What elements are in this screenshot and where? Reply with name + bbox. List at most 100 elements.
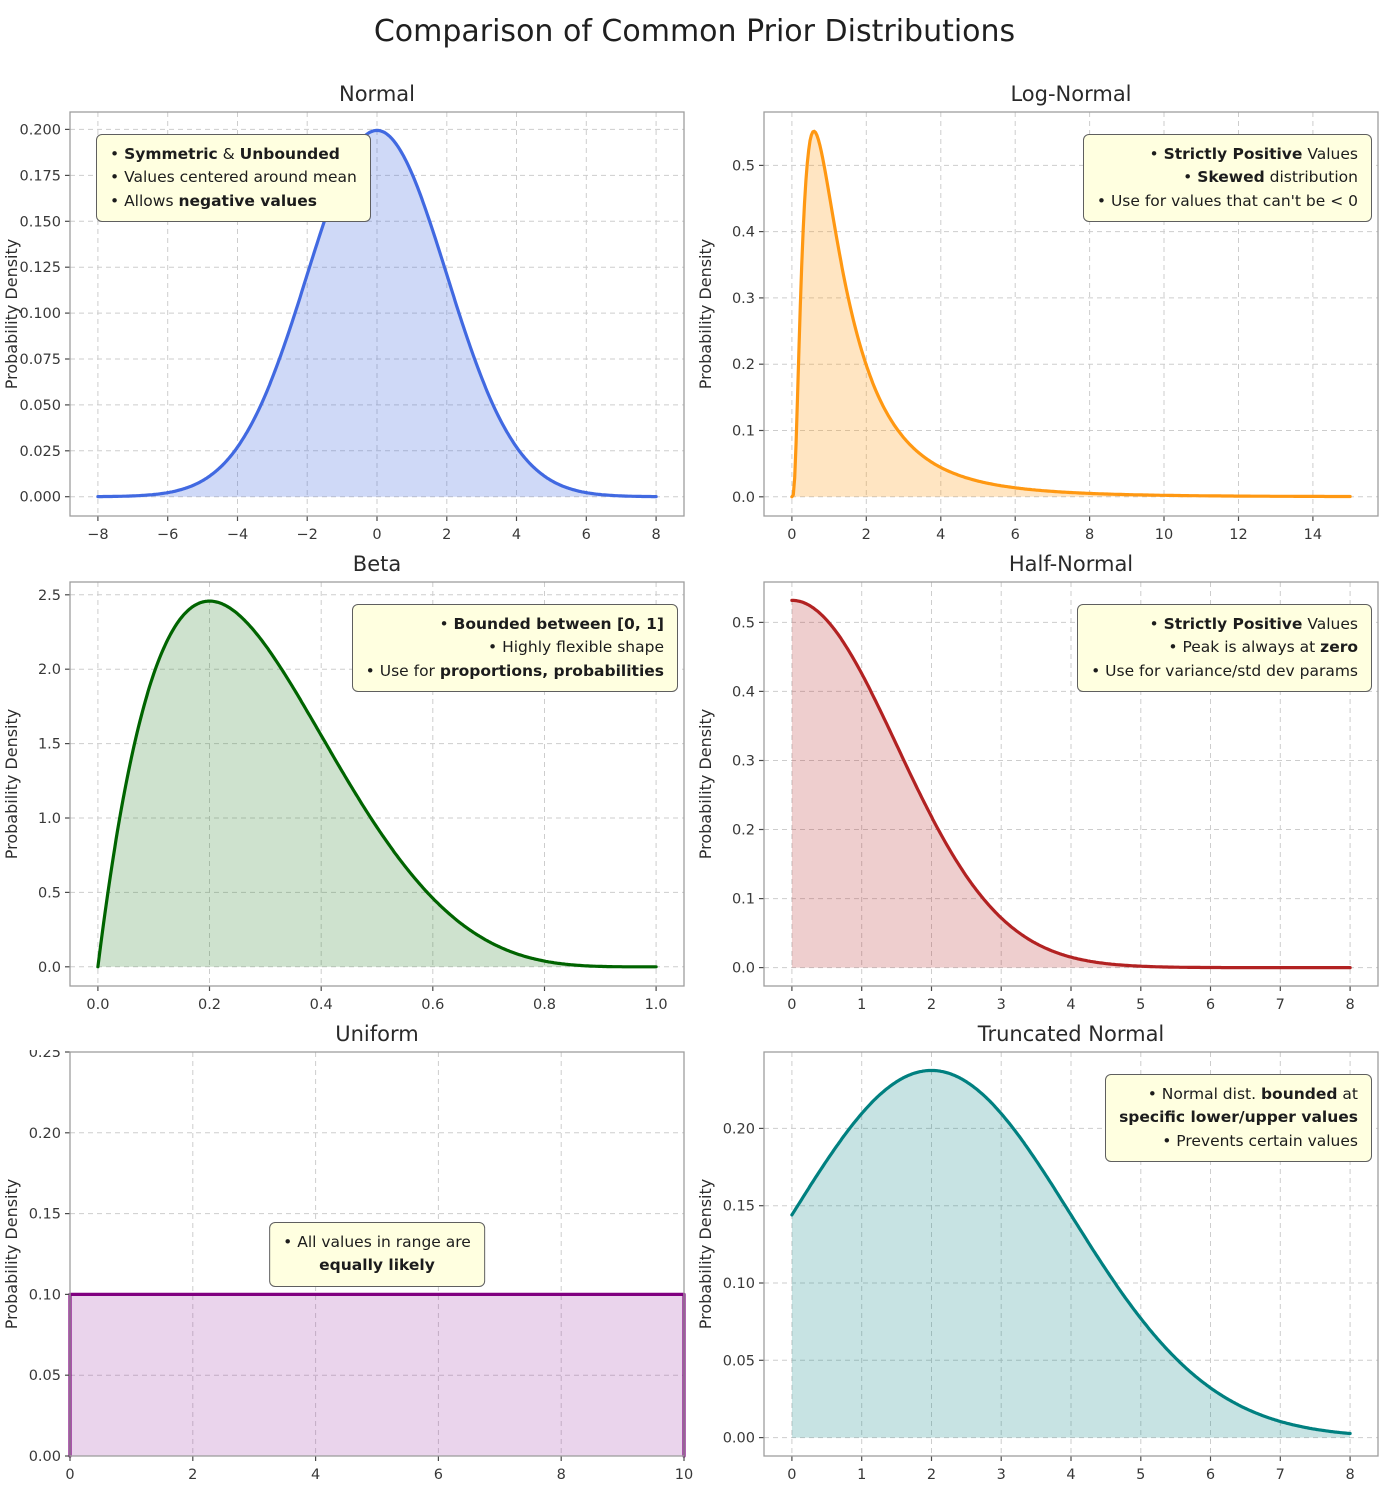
svg-text:1.0: 1.0 bbox=[645, 997, 668, 1013]
annotation-line: • Normal dist. bounded at bbox=[1147, 1085, 1358, 1103]
annotation-line: • Prevents certain values bbox=[1162, 1131, 1358, 1150]
annotation-box: • Bounded between [0, 1] • Highly flexibl… bbox=[351, 604, 678, 692]
plot-frame bbox=[763, 1051, 1379, 1457]
svg-text:0.4: 0.4 bbox=[732, 225, 755, 241]
y-axis-label: Probability Density bbox=[696, 1179, 715, 1330]
svg-text:2.5: 2.5 bbox=[38, 588, 61, 604]
plot-frame bbox=[763, 581, 1379, 987]
subplot-title: Half-Normal bbox=[1008, 552, 1134, 576]
svg-text:2: 2 bbox=[927, 997, 936, 1013]
annotation-line: • Use for proportions, probabilities bbox=[365, 661, 664, 680]
density-curve bbox=[96, 599, 658, 969]
plot-area: 0.0 0.2 0.4 0.6 0.8 1.0 0.0 0.5 1.0 1.5 2.0 2.5 Prob… bbox=[0, 580, 694, 1018]
annotation-line: specific lower/upper values bbox=[1119, 1108, 1358, 1127]
svg-text:0.175: 0.175 bbox=[19, 168, 61, 184]
svg-text:8: 8 bbox=[557, 1467, 566, 1483]
svg-text:0.4: 0.4 bbox=[732, 684, 755, 700]
annotation-line: • Use for variance/std dev params bbox=[1091, 661, 1358, 680]
svg-text:0: 0 bbox=[787, 997, 796, 1013]
svg-text:0.05: 0.05 bbox=[29, 1368, 61, 1384]
annotation-line: equally likely bbox=[319, 1256, 435, 1275]
density-curve bbox=[790, 129, 1352, 499]
svg-text:6: 6 bbox=[434, 1467, 443, 1483]
annotation-box: • Strictly Positive Values • Skewed distr… bbox=[1082, 134, 1372, 222]
svg-text:2.0: 2.0 bbox=[38, 662, 61, 678]
svg-text:7: 7 bbox=[1276, 997, 1285, 1013]
svg-text:−4: −4 bbox=[227, 527, 248, 543]
subplot-log-normal: Log-Normal 0 2 4 6 8 10 12 14 0.0 0.1 0.2 0.3 0.4 0.5… bbox=[694, 78, 1389, 548]
annotation-line: • Values centered around mean bbox=[110, 168, 357, 187]
svg-text:−8: −8 bbox=[87, 527, 108, 543]
svg-text:4: 4 bbox=[311, 1467, 320, 1483]
svg-text:4: 4 bbox=[512, 527, 521, 543]
svg-text:0.15: 0.15 bbox=[723, 1199, 755, 1215]
plot-area: −8 −6 −4 −2 0 2 4 6 8 0.000 0.025 0.050 0.075 0.100 0.… bbox=[0, 110, 694, 548]
svg-text:2: 2 bbox=[442, 527, 451, 543]
y-axis: 0.0 0.1 0.2 0.3 0.4 0.5 bbox=[732, 615, 764, 977]
svg-text:0.8: 0.8 bbox=[533, 997, 556, 1013]
annotation-line: • Strictly Positive Values bbox=[1149, 145, 1358, 163]
density-fill bbox=[70, 1294, 684, 1456]
svg-text:1.5: 1.5 bbox=[38, 737, 61, 753]
annotation-line: • All values in range are bbox=[283, 1233, 471, 1251]
svg-text:6: 6 bbox=[582, 527, 591, 543]
svg-text:0.200: 0.200 bbox=[19, 122, 61, 138]
svg-text:0.20: 0.20 bbox=[29, 1126, 61, 1142]
svg-text:0.050: 0.050 bbox=[19, 398, 61, 414]
svg-text:4: 4 bbox=[936, 527, 945, 543]
svg-text:1: 1 bbox=[857, 997, 866, 1013]
svg-text:0.10: 0.10 bbox=[723, 1276, 755, 1292]
svg-text:8: 8 bbox=[1345, 1467, 1354, 1483]
svg-text:0.00: 0.00 bbox=[723, 1431, 755, 1447]
annotation-line: • Peak is always at zero bbox=[1168, 638, 1358, 657]
log-normal-distribution-plot: 0 2 4 6 8 10 12 14 0.0 0.1 0.2 0.3 0.4 0.5 Probability… bbox=[696, 111, 1379, 543]
svg-text:6: 6 bbox=[1011, 527, 1020, 543]
svg-text:0: 0 bbox=[787, 527, 796, 543]
svg-text:0.5: 0.5 bbox=[732, 615, 755, 631]
svg-text:0.125: 0.125 bbox=[19, 260, 61, 276]
figure-title: Comparison of Common Prior Distributions bbox=[373, 14, 1016, 49]
svg-text:0.0: 0.0 bbox=[732, 490, 755, 506]
y-axis-label: Probability Density bbox=[2, 709, 21, 860]
y-axis-label: Probability Density bbox=[2, 1179, 21, 1330]
subplot-beta: Beta 0.0 0.2 0.4 0.6 0.8 1.0 0.0 0.5 1.0 1.5 2.0 2.… bbox=[0, 548, 694, 1018]
svg-text:0.2: 0.2 bbox=[732, 823, 755, 839]
plot-frame bbox=[763, 111, 1379, 517]
x-axis: 0 2 4 6 8 10 12 14 bbox=[787, 516, 1322, 543]
annotation-line: • Skewed distribution bbox=[1183, 168, 1358, 187]
subplot-title: Log-Normal bbox=[1010, 82, 1132, 106]
svg-text:0.4: 0.4 bbox=[310, 997, 333, 1013]
gridlines bbox=[764, 582, 1378, 986]
gridlines bbox=[764, 1052, 1378, 1456]
svg-text:1: 1 bbox=[857, 1467, 866, 1483]
annotation-box: • All values in range are equally likely bbox=[269, 1222, 485, 1287]
plot-frame bbox=[69, 1051, 685, 1457]
y-axis-label: Probability Density bbox=[696, 709, 715, 860]
x-axis: 0.0 0.2 0.4 0.6 0.8 1.0 bbox=[86, 986, 668, 1013]
svg-text:0: 0 bbox=[65, 1467, 74, 1483]
svg-text:6: 6 bbox=[1206, 997, 1215, 1013]
svg-text:2: 2 bbox=[862, 527, 871, 543]
y-axis: 0.0 0.5 1.0 1.5 2.0 2.5 bbox=[38, 588, 70, 976]
plot-frame bbox=[69, 111, 685, 517]
svg-text:0.075: 0.075 bbox=[19, 352, 61, 368]
svg-text:6: 6 bbox=[1206, 1467, 1215, 1483]
density-fill bbox=[97, 601, 657, 967]
svg-text:0.2: 0.2 bbox=[732, 357, 755, 373]
svg-text:0.20: 0.20 bbox=[723, 1121, 755, 1137]
annotation-line: • Allows negative values bbox=[110, 191, 317, 210]
svg-text:0.025: 0.025 bbox=[19, 444, 61, 460]
svg-text:0.1: 0.1 bbox=[732, 424, 755, 440]
plot-area: 0 1 2 3 4 5 6 7 8 0.00 0.05 0.10 0.15 0.20 Probability… bbox=[694, 1050, 1388, 1488]
density-fill bbox=[791, 131, 1351, 497]
svg-text:0.25: 0.25 bbox=[29, 1050, 61, 1061]
svg-text:0.2: 0.2 bbox=[198, 997, 221, 1013]
plot-area: 0 1 2 3 4 5 6 7 8 0.0 0.1 0.2 0.3 0.4 0.5 Probability D… bbox=[694, 580, 1388, 1018]
density-curve bbox=[790, 598, 1352, 970]
y-axis: 0.000 0.025 0.050 0.075 0.100 0.125 0.150 0.175… bbox=[19, 122, 70, 506]
svg-text:0.00: 0.00 bbox=[29, 1449, 61, 1465]
svg-text:0.6: 0.6 bbox=[421, 997, 444, 1013]
svg-text:0.0: 0.0 bbox=[732, 961, 755, 977]
subplot-truncated-normal: Truncated Normal 0 1 2 3 4 5 6 7 8 0.00 0.05 0.10 0.… bbox=[694, 1018, 1389, 1488]
